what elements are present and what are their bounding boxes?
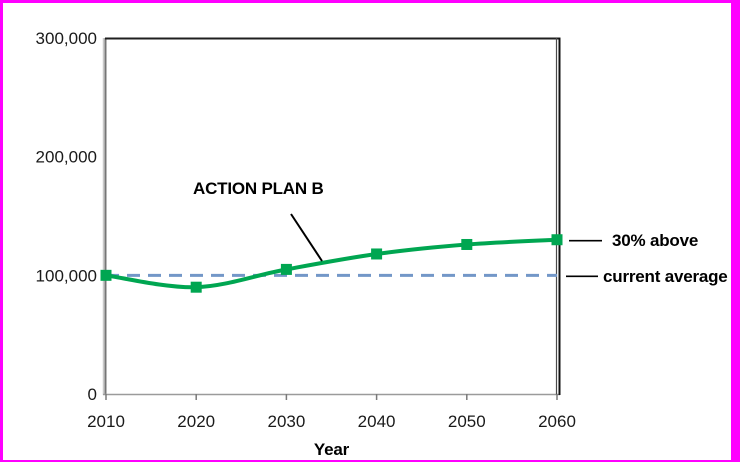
series-marker [280,263,292,275]
frame-border [0,0,740,3]
x-tick-label: 2020 [177,412,215,431]
frame-border [731,0,740,462]
series-marker [551,234,563,246]
series-marker [461,238,473,250]
series-annotation-label: ACTION PLAN B [193,179,324,198]
x-tick-label: 2010 [87,412,125,431]
series-marker [100,269,112,281]
series-marker [190,281,202,293]
reference-line-annotation-label: current average [603,267,728,286]
x-tick-label: 2030 [267,412,305,431]
series-annotation-leader-line [290,213,323,262]
frame-border [0,460,740,462]
x-tick-label: 2050 [448,412,486,431]
y-tick-label: 200,000 [36,148,97,167]
frame-border [0,0,3,462]
series-line [104,237,559,290]
final-value-annotation-label: 30% above [612,231,699,250]
y-tick-label: 100,000 [36,266,97,285]
y-tick-label: 0 [88,385,97,404]
x-tick-label: 2040 [358,412,396,431]
y-tick-label: 300,000 [36,29,97,48]
x-tick-label: 2060 [538,412,576,431]
x-axis-title: Year [313,440,350,459]
series-marker [371,248,383,260]
